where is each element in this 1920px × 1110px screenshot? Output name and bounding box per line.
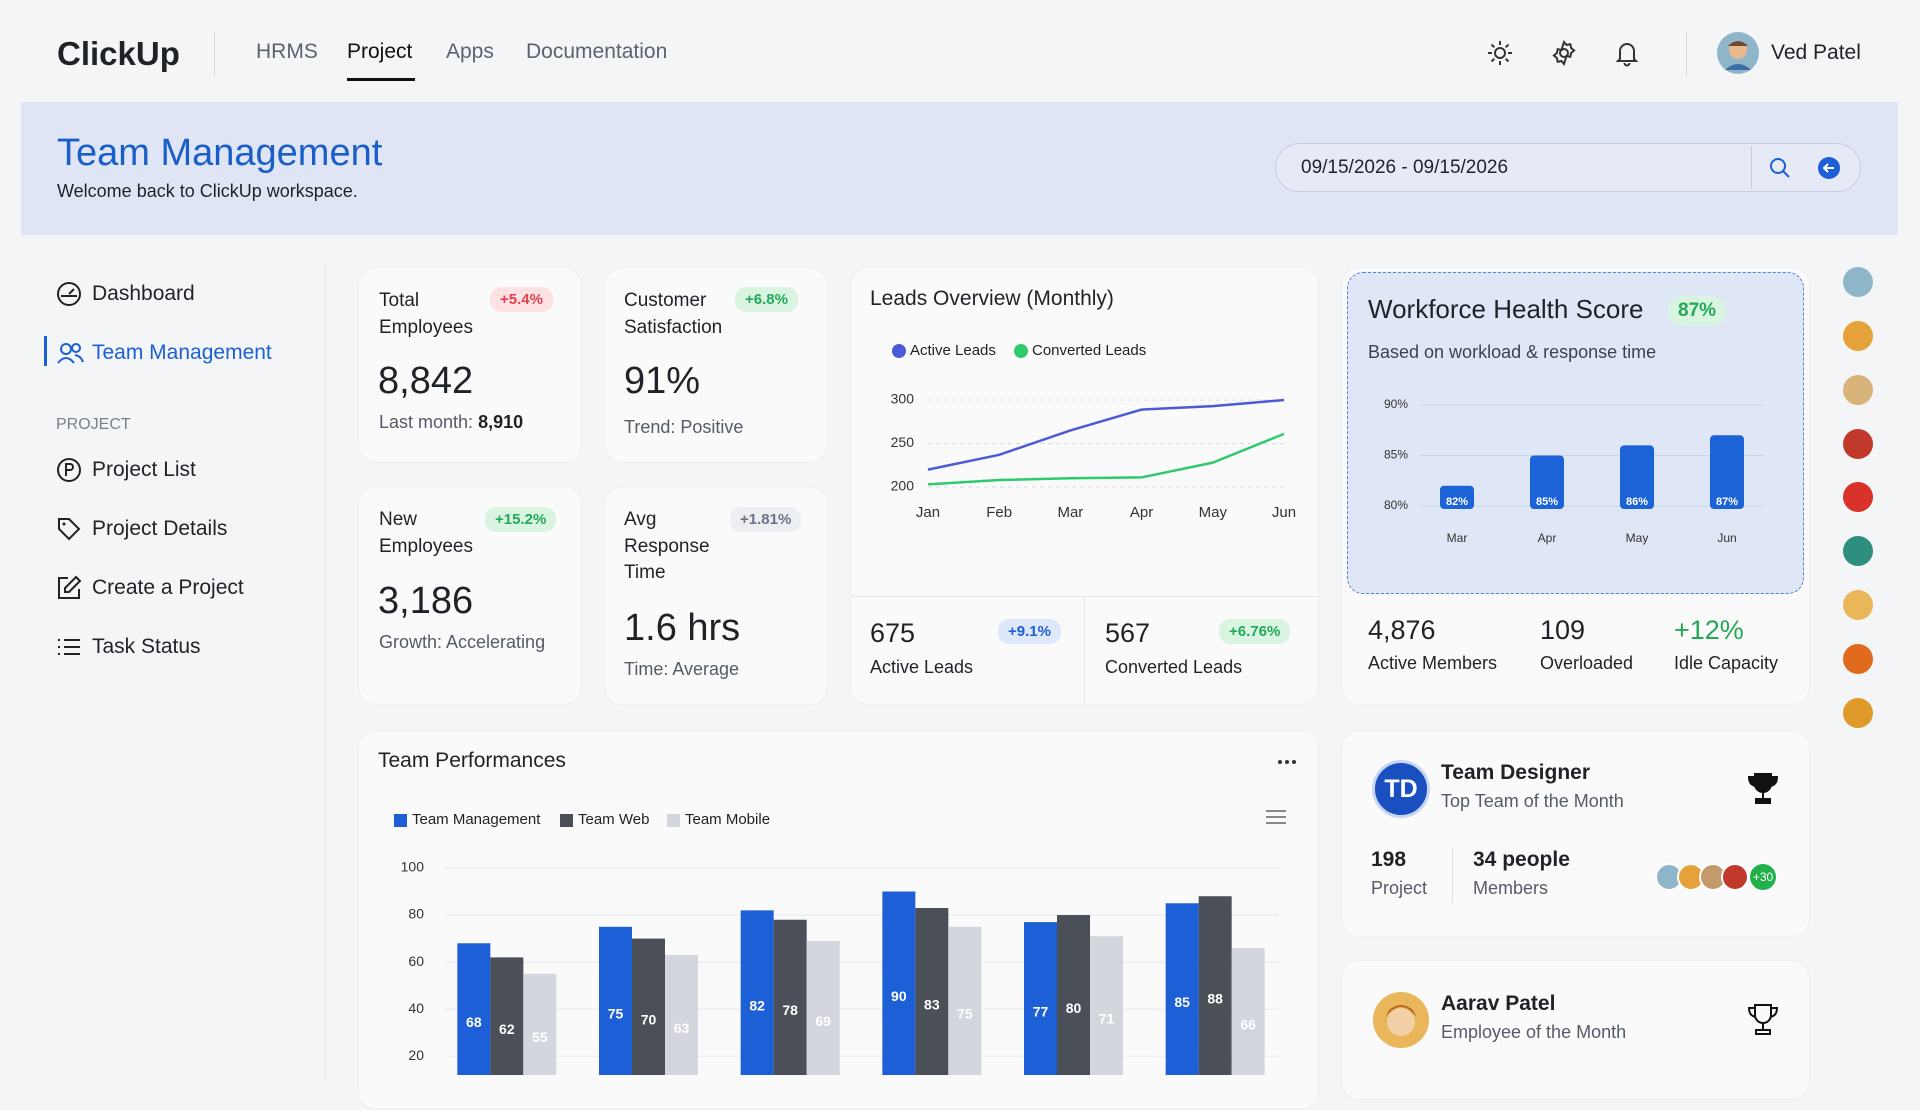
stat-label: Active Leads — [870, 657, 974, 677]
notification-icon[interactable] — [1613, 39, 1641, 67]
team-subtitle: Top Team of the Month — [1441, 791, 1624, 811]
divider — [1084, 597, 1085, 704]
page-subtitle: Welcome back to ClickUp workspace. — [57, 181, 358, 201]
stat-value: +12% — [1674, 615, 1744, 645]
nav-link-active[interactable]: Project — [347, 40, 413, 63]
stat-value: 567 — [1105, 618, 1151, 648]
search-icon[interactable] — [1767, 155, 1793, 181]
date-range[interactable]: 09/15/2026 - 09/15/2026 — [1301, 157, 1509, 178]
sidebar-item[interactable]: Project Details — [92, 517, 228, 540]
kpi-note: Growth: Accelerating — [379, 632, 546, 652]
sidebar-item[interactable]: Project List — [92, 458, 196, 481]
kpi-value: 91% — [624, 360, 701, 402]
team-icon — [57, 343, 84, 364]
dashboard-icon — [57, 282, 81, 306]
card-title: Leads Overview (Monthly) — [870, 287, 1114, 310]
kpi-note: Last month: 8,910 — [379, 411, 523, 434]
kpi-value: 8,842 — [378, 360, 474, 402]
active-underline — [347, 78, 415, 81]
card-title: Team Performances — [378, 749, 566, 772]
date-range-box[interactable] — [1275, 143, 1861, 192]
employee-name: Aarav Patel — [1441, 992, 1556, 1015]
go-button[interactable] — [1817, 156, 1841, 180]
stat-value: 198 — [1371, 848, 1407, 871]
brand[interactable]: ClickUp — [57, 35, 180, 72]
nav-link[interactable]: HRMS — [256, 40, 318, 63]
chart-menu-icon[interactable] — [1265, 808, 1287, 826]
performance-card — [358, 730, 1319, 1110]
stat-value: 4,876 — [1368, 615, 1436, 645]
stat-badge: +9.1% — [998, 619, 1061, 644]
divider — [1452, 847, 1453, 903]
nav-link[interactable]: Documentation — [526, 40, 668, 63]
divider — [1686, 32, 1687, 76]
sidebar-item[interactable]: Dashboard — [92, 282, 195, 305]
sidebar-item[interactable]: Task Status — [92, 635, 201, 658]
kpi-label: Avg Response Time — [624, 509, 710, 584]
stat-label: Members — [1473, 878, 1549, 898]
trophy-icon — [1747, 1004, 1779, 1035]
kpi-badge: +5.4% — [490, 287, 553, 312]
page: ClickUp HRMS Project Apps Documentation … — [21, 32, 1898, 1110]
kpi-label: New Employees — [379, 509, 473, 557]
stat-label: Project — [1371, 878, 1428, 898]
divider — [214, 32, 215, 76]
team-card — [1341, 730, 1810, 937]
stat-label: Idle Capacity — [1674, 653, 1779, 673]
theme-icon[interactable] — [1486, 39, 1514, 67]
kpi-badge: +1.81% — [730, 507, 802, 532]
card-title: Workforce Health Score — [1368, 294, 1644, 324]
stat-value: 675 — [870, 618, 916, 648]
nav-link[interactable]: Apps — [446, 40, 494, 63]
task-status-icon — [58, 639, 80, 655]
employee-subtitle: Employee of the Month — [1441, 1022, 1627, 1042]
kpi-value: 3,186 — [378, 580, 474, 622]
note-value: 8,910 — [478, 412, 524, 432]
kpi-badge: +6.8% — [735, 287, 798, 312]
kpi-note: Trend: Positive — [624, 417, 744, 437]
card-subtitle: Based on workload & response time — [1368, 342, 1657, 362]
kpi-note: Time: Average — [624, 659, 740, 679]
more-members: +30 — [1748, 862, 1778, 892]
stat-label: Active Members — [1368, 653, 1498, 673]
note-label: Last month: — [379, 412, 474, 432]
trophy-icon — [1747, 773, 1779, 804]
project-list-icon — [57, 458, 81, 482]
team-name: Team Designer — [1441, 761, 1590, 784]
stat-value: 34 people — [1473, 848, 1570, 871]
divider — [851, 596, 1318, 597]
settings-icon[interactable] — [1550, 39, 1578, 67]
team-avatar: TD — [1372, 760, 1430, 818]
stat-label: Converted Leads — [1105, 657, 1243, 677]
sidebar-divider — [325, 265, 326, 1080]
more-icon[interactable] — [1276, 756, 1298, 768]
stat-badge: +6.76% — [1219, 619, 1291, 644]
score-badge: 87% — [1668, 296, 1727, 326]
member-avatars — [1655, 863, 1749, 891]
active-indicator — [44, 336, 47, 366]
stat-label: Overloaded — [1540, 653, 1634, 673]
online-users[interactable] — [1840, 264, 1876, 730]
kpi-label: Customer Satisfaction — [624, 290, 723, 338]
employee-avatar — [1373, 992, 1429, 1048]
project-details-icon — [58, 518, 81, 541]
kpi-badge: +15.2% — [485, 507, 557, 532]
user-avatar[interactable] — [1717, 32, 1759, 74]
kpi-label: Total Employees — [379, 290, 473, 338]
score-panel — [1347, 272, 1804, 594]
page-title: Team Management — [57, 132, 383, 174]
sidebar-item[interactable]: Create a Project — [92, 576, 244, 599]
stat-value: 109 — [1540, 615, 1586, 645]
kpi-value: 1.6 hrs — [624, 607, 741, 649]
create-project-icon — [58, 575, 82, 599]
user-name[interactable]: Ved Patel — [1771, 41, 1861, 64]
sidebar-item-active[interactable]: Team Management — [92, 341, 272, 364]
sidebar-section: PROJECT — [56, 416, 131, 433]
divider — [1751, 146, 1752, 189]
